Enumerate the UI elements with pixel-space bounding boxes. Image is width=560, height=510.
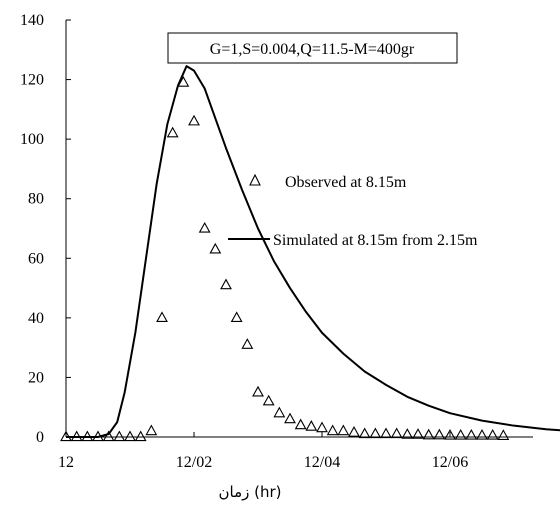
observed-point [273,406,286,418]
legend-triangle-marker [249,173,261,186]
observed-point [444,428,456,440]
observed-point [465,428,478,440]
y-tick-label: 60 [28,250,44,267]
observed-point [305,420,318,431]
observed-point [113,430,126,442]
observed-point [156,311,168,323]
observed-point [369,427,382,439]
y-tick-label: 0 [36,429,44,446]
y-tick-label: 120 [20,72,44,89]
observed-point [476,428,488,440]
y-tick-label: 140 [20,12,44,29]
observed-point [337,424,350,436]
observed-point [145,424,158,436]
observed-point [198,221,211,233]
observed-point [209,242,222,254]
observed-point [294,418,307,430]
observed-point [422,428,435,440]
observed-point [230,311,243,323]
observed-point [412,428,424,439]
observed-point [433,428,446,440]
chart-marks [60,65,560,442]
observed-point [220,278,232,290]
observed-point [454,428,467,440]
legend-label-simulated: Simulated at 8.15m from 2.15m [273,232,478,249]
observed-point [241,338,254,349]
observed-point [262,394,275,406]
chart-legend: Observed at 8.15m Simulated at 8.15m from… [228,173,478,249]
annotation-text: G=1,S=0.004,Q=11.5-M=400gr [210,41,415,58]
legend-label-observed: Observed at 8.15m [285,174,407,191]
observed-point [284,412,296,424]
x-tick-label: 12/06 [432,454,468,471]
x-tick-label: 12 [58,454,74,471]
observed-point [348,425,360,437]
observed-point [177,76,190,87]
x-tick-label: 12/04 [304,454,340,471]
observed-point [326,424,339,436]
observed-point [252,385,264,397]
observed-point [358,427,371,439]
observed-point [102,430,115,442]
observed-point [401,428,414,439]
observed-point [166,126,179,138]
y-tick-label: 100 [20,131,44,148]
x-axis-label: زمان (hr) [218,483,281,501]
observed-point [390,427,403,439]
observed-point [188,114,200,126]
observed-point [486,428,499,440]
annotation-box [167,32,458,64]
observed-point [316,421,328,433]
observed-point [134,430,147,442]
chart-axes: 0 20 40 60 80 100 120 140 12 12/02 12/04 12/06 زمان … [20,12,533,501]
observed-point [497,429,510,440]
y-tick-label: 80 [28,191,44,208]
observed-point [124,430,136,442]
series-line-simulated [66,65,560,438]
y-tick-label: 40 [28,310,44,327]
chart-annotation: G=1,S=0.004,Q=11.5-M=400gr [167,32,458,64]
observed-point [380,427,392,439]
y-tick-label: 20 [28,369,44,386]
x-tick-label: 12/02 [176,454,212,471]
